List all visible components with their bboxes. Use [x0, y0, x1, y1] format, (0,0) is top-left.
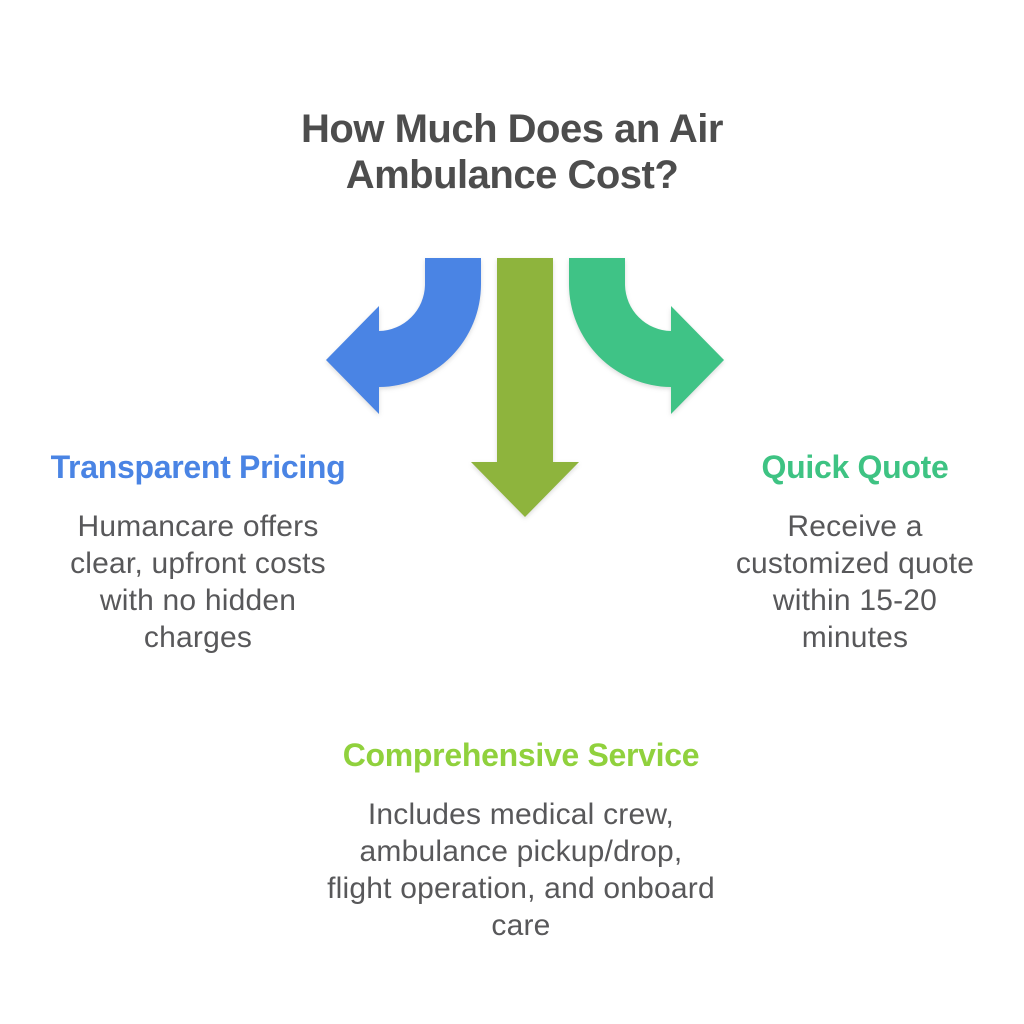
- curved-arrow-right-icon: [569, 258, 724, 414]
- infographic-title: How Much Does an Air Ambulance Cost?: [301, 107, 723, 197]
- transparent-pricing-body: Humancare offers clear, upfront costs wi…: [70, 510, 326, 654]
- straight-arrow-down-icon: [471, 258, 579, 517]
- transparent-pricing-heading: Transparent Pricing: [50, 449, 346, 485]
- section-comprehensive-service: Comprehensive Service Includes medical c…: [254, 735, 788, 944]
- comprehensive-service-body: Includes medical crew, ambulance pickup/…: [327, 798, 715, 942]
- quick-quote-heading: Quick Quote: [761, 449, 949, 485]
- curved-arrow-left-icon: [326, 258, 481, 414]
- section-transparent-pricing: Transparent Pricing Humancare offers cle…: [18, 447, 378, 656]
- section-quick-quote: Quick Quote Receive a customized quote w…: [690, 447, 1020, 656]
- comprehensive-service-heading: Comprehensive Service: [342, 737, 700, 773]
- quick-quote-body: Receive a customized quote within 15-20 …: [735, 510, 975, 654]
